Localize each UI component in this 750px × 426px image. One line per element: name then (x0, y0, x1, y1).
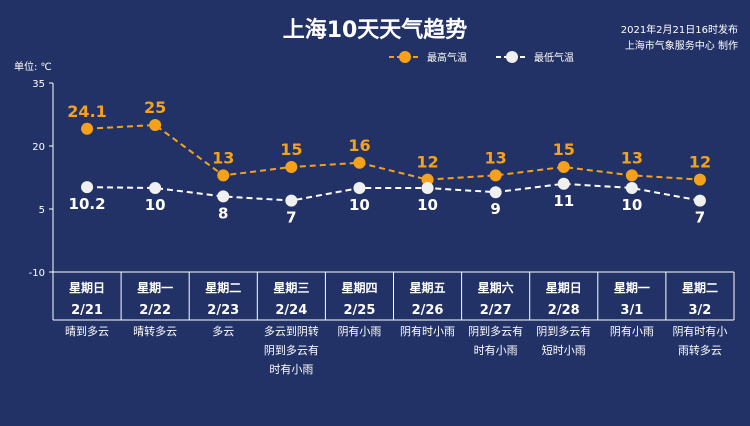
low-temp-line (87, 182, 701, 202)
day-label: 星期一 (614, 280, 650, 295)
low-temp-point (149, 182, 162, 194)
condition-label: 短时小雨 (542, 343, 586, 357)
y-tick-label: 5 (39, 205, 45, 216)
condition-label: 时有小雨 (474, 343, 518, 357)
condition-label: 阴有时小雨 (400, 324, 455, 338)
condition-label: 晴到多云 (65, 324, 109, 338)
high-temp-line (86, 123, 701, 181)
condition-label: 阴到多云有 (264, 343, 319, 357)
low-temp-label: 8 (218, 204, 228, 222)
unit-label: 单位: ℃ (14, 60, 52, 73)
y-tick-label: -10 (29, 268, 45, 279)
low-temp-point (557, 177, 570, 190)
high-temp-point (421, 173, 434, 186)
date-label: 2/21 (71, 303, 103, 318)
condition-label: 晴转多云 (133, 324, 177, 338)
publisher: 上海市气象服务中心 制作 (625, 39, 738, 52)
high-temp-label: 13 (621, 148, 643, 167)
date-label: 3/2 (689, 303, 712, 318)
high-temp-point (285, 161, 298, 173)
high-temp-label: 13 (485, 148, 507, 167)
high-temp-label: 16 (348, 136, 370, 155)
publish-time: 2021年2月21日16时发布 (621, 23, 738, 36)
date-label: 2/28 (548, 303, 580, 318)
low-temp-point (421, 182, 434, 194)
high-temp-point (217, 169, 230, 182)
low-temp-label: 10 (145, 196, 166, 214)
day-label: 星期一 (137, 280, 173, 295)
legend-low-label: 最低气温 (534, 51, 574, 64)
day-label: 星期二 (682, 280, 718, 295)
high-temp-point (693, 173, 706, 186)
day-label: 星期日 (546, 280, 582, 295)
high-temp-point (557, 161, 570, 173)
chart-title: 上海10天天气趋势 (283, 17, 468, 43)
condition-label: 阴有小雨 (337, 324, 381, 338)
condition-label: 阴到多云有 (536, 324, 591, 338)
low-temp-label: 9 (490, 200, 500, 218)
legend: 最高气温 最低气温 (389, 51, 574, 64)
low-temp-label: 11 (553, 192, 574, 210)
high-temp-label: 12 (689, 153, 711, 172)
high-temp-label: 24.1 (67, 102, 106, 121)
low-temp-point (489, 186, 502, 199)
y-ticks: 35 20 5 -10 (29, 79, 53, 279)
high-temp-label: 13 (212, 148, 234, 167)
high-temp-point (489, 169, 502, 182)
condition-label: 多云到阴转 (264, 324, 319, 338)
date-label: 2/26 (412, 303, 444, 318)
date-label: 2/23 (207, 303, 239, 318)
low-temp-point (353, 182, 366, 194)
low-temp-label: 10.2 (69, 195, 106, 213)
day-label: 星期五 (410, 280, 446, 295)
date-label: 2/27 (480, 303, 512, 318)
low-temp-label: 10 (349, 196, 370, 214)
condition-label: 阴有时有小 (672, 324, 727, 338)
condition-label: 雨转多云 (678, 343, 722, 357)
low-temp-label: 7 (695, 209, 705, 227)
y-tick-label: 20 (32, 142, 45, 153)
high-temp-point (353, 156, 366, 169)
low-temp-point (285, 194, 298, 207)
low-temp-point (217, 190, 230, 203)
condition-label: 阴到多云有 (468, 324, 523, 338)
day-label: 星期二 (205, 280, 241, 295)
legend-high-label: 最高气温 (427, 51, 467, 64)
high-temp-label: 15 (280, 140, 302, 159)
date-label: 3/1 (620, 303, 643, 318)
high-temp-point (625, 169, 638, 182)
series-layer: 24.1 25 13 15 16 12 13 15 13 12 10.2 10 8 7 10 10 9 11 10 7 (67, 98, 711, 227)
day-label: 星期六 (478, 280, 514, 295)
low-temp-point (625, 182, 638, 194)
date-label: 2/25 (344, 303, 376, 318)
legend-high-marker (399, 51, 411, 63)
y-tick-label: 35 (32, 79, 45, 90)
low-temp-label: 10 (621, 196, 642, 214)
day-label: 星期四 (341, 280, 377, 295)
day-label: 星期三 (273, 280, 309, 295)
date-label: 2/24 (275, 303, 307, 318)
condition-label: 多云 (212, 324, 234, 338)
high-temp-label: 15 (553, 140, 575, 159)
high-temp-point (81, 122, 94, 135)
day-label: 星期日 (69, 280, 105, 295)
low-temp-label: 7 (286, 209, 296, 227)
forecast-table: 星期日 2/21 晴到多云 星期一 2/22 晴转多云 星期二 2/23 多云 星期三 2/24 多云… (52, 271, 735, 376)
low-temp-label: 10 (417, 196, 438, 214)
high-temp-point (149, 119, 162, 131)
condition-label: 阴有小雨 (610, 324, 654, 338)
high-temp-label: 25 (144, 98, 166, 117)
high-temp-label: 12 (416, 153, 438, 172)
date-label: 2/22 (139, 303, 171, 318)
low-temp-point (693, 194, 706, 207)
low-temp-point (81, 181, 94, 194)
legend-low-marker (506, 51, 518, 63)
condition-label: 时有小雨 (269, 362, 313, 376)
